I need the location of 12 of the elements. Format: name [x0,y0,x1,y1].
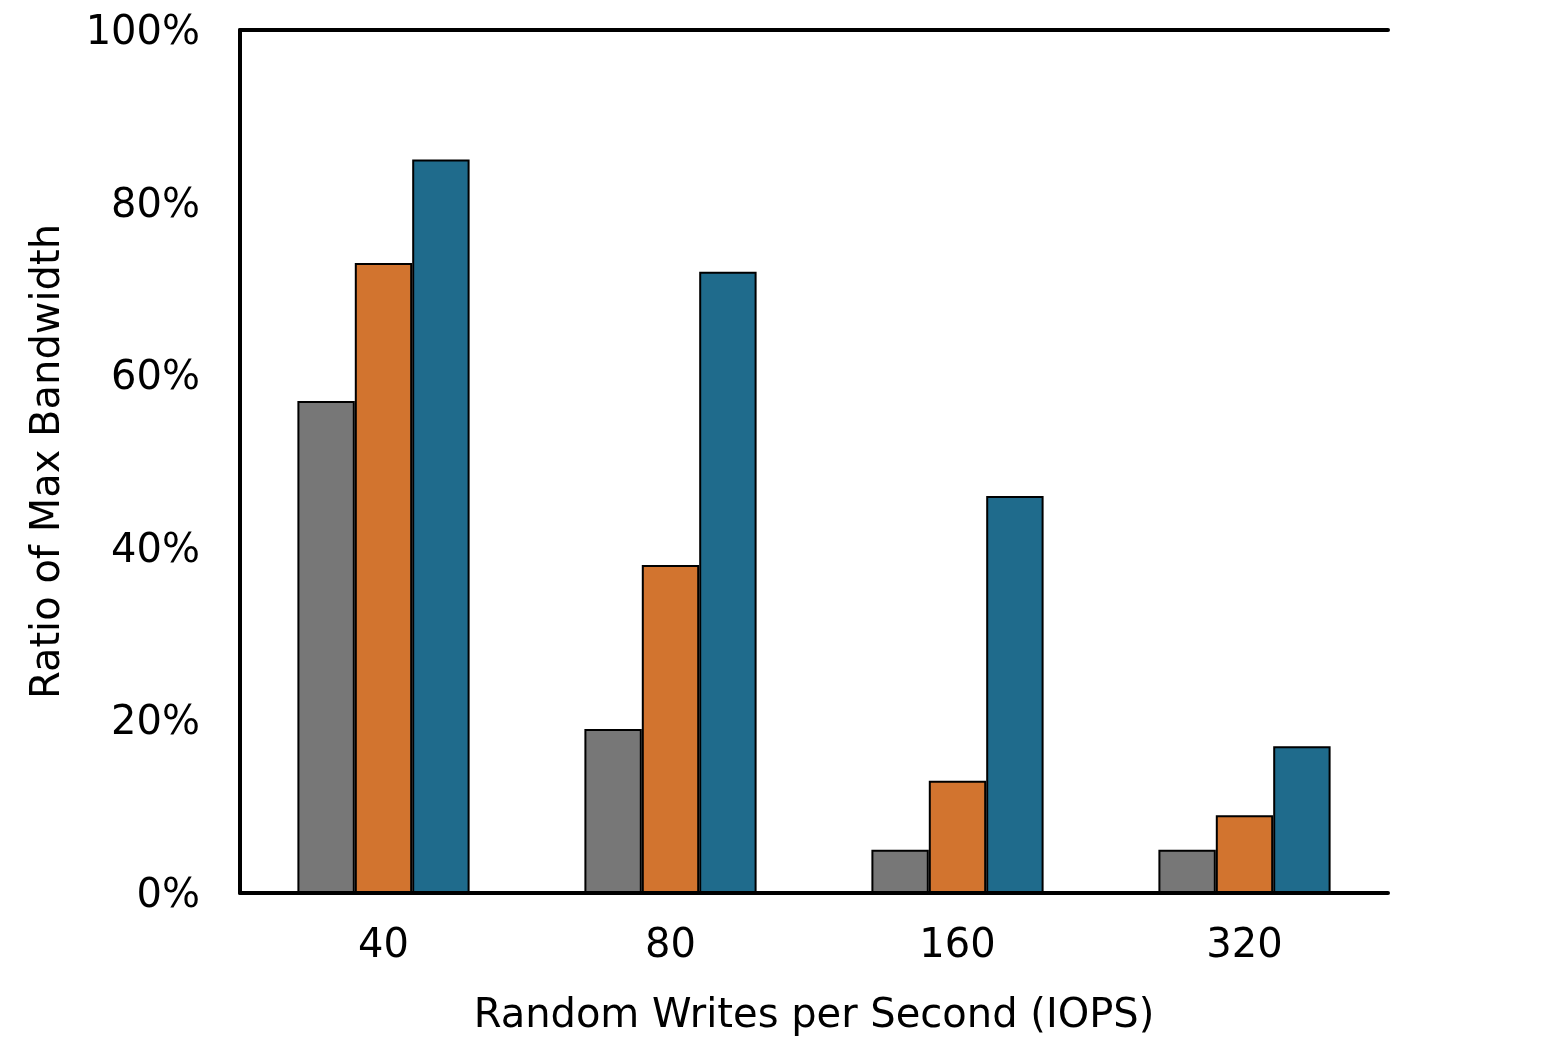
y-tick-label: 100% [85,7,200,53]
x-tick-label: 160 [919,920,996,966]
x-tick-label: 40 [358,920,409,966]
y-tick-label: 60% [111,352,200,399]
y-tick-label: 40% [111,524,200,571]
y-axis-title: Ratio of Max Bandwidth [22,223,68,700]
y-tick-label: 80% [111,179,200,226]
x-tick-label: 320 [1206,920,1283,966]
y-tick-label: 0% [136,870,200,916]
x-tick-label: 80 [645,920,696,966]
y-tick-label: 20% [111,697,200,744]
x-axis-title: Random Writes per Second (IOPS) [473,990,1155,1036]
